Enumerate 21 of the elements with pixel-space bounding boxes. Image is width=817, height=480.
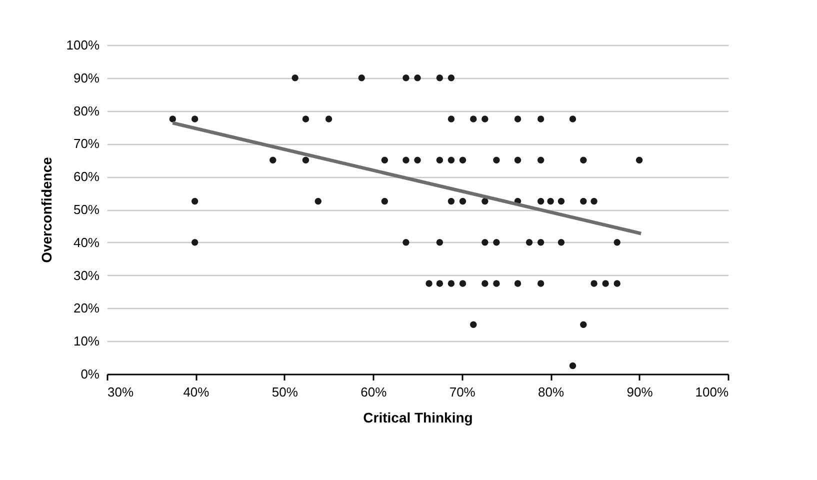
y-tick-label: 0% [80,366,100,382]
x-tick-label: 100% [695,384,729,400]
y-tick-label: 50% [73,202,100,217]
x-tick-label: 90% [626,384,654,400]
y-tick-label: 90% [73,70,100,86]
x-tick-label: 70% [449,384,476,400]
x-tick-label: 50% [272,384,298,400]
y-tick-label: 60% [73,169,100,184]
y-tick-label: 100% [66,38,100,52]
y-axis-title: Overconfidence [38,156,54,263]
y-tick-label: 10% [73,334,100,349]
x-tick-label: 30% [108,384,134,400]
y-tick-label: 70% [73,136,100,152]
x-tick-label: 80% [538,384,565,400]
x-tick-label: 60% [360,384,388,400]
y-tick-label: 20% [73,300,100,316]
y-tick-label: 80% [73,103,100,118]
x-tick-label: 40% [183,384,210,400]
y-tick-label: 40% [73,234,100,250]
y-tick-label: 30% [73,268,100,283]
x-axis-title: Critical Thinking [363,410,473,426]
